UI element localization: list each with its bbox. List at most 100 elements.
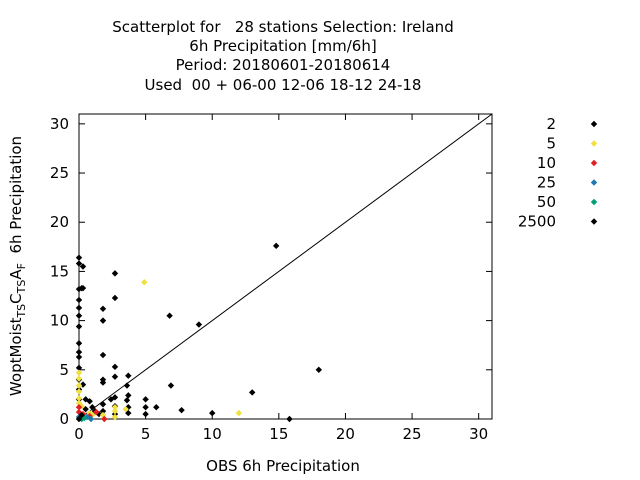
x-tick-label: 25 xyxy=(403,425,422,443)
y-axis-ticks: 0 5 10 15 20 25 30 xyxy=(50,115,492,428)
y-tick-label: 0 xyxy=(59,410,69,428)
y-label-part-2: TS xyxy=(15,304,28,319)
data-point-2 xyxy=(286,415,293,423)
title-line-1: Scatterplot for 28 stations Selection: I… xyxy=(112,18,453,36)
legend-marker-2500 xyxy=(590,218,598,225)
legend-marker-25 xyxy=(590,179,598,186)
data-point-2 xyxy=(75,364,83,372)
data-point-2 xyxy=(153,403,160,411)
data-point-5 xyxy=(75,382,83,389)
data-point-2 xyxy=(111,363,119,371)
data-point-2 xyxy=(75,348,83,356)
data-point-2 xyxy=(75,353,83,361)
data-point-2 xyxy=(75,260,83,267)
y-label-part-5: A xyxy=(7,269,25,280)
data-point-5 xyxy=(111,403,119,411)
data-point-2 xyxy=(272,242,280,250)
data-point-2500 xyxy=(75,415,83,423)
data-point-2 xyxy=(111,294,119,302)
data-point-10 xyxy=(93,408,100,416)
y-axis-label: WoptMoistTSCTSAF 6h Precipitation xyxy=(7,136,28,396)
data-point-5 xyxy=(75,369,83,376)
data-point-2 xyxy=(99,305,107,313)
data-point-5 xyxy=(141,279,148,286)
legend-marker-2 xyxy=(590,120,598,128)
y-label-part-6: F xyxy=(15,263,28,269)
x-tick-label: 0 xyxy=(74,425,84,443)
x-tick-label: 5 xyxy=(141,425,151,443)
legend-label-5: 5 xyxy=(546,135,556,153)
data-point-2 xyxy=(99,317,107,324)
legend-label-25: 25 xyxy=(537,174,556,192)
legend-marker-10 xyxy=(590,159,598,167)
data-point-2 xyxy=(79,284,87,292)
data-point-2 xyxy=(123,397,131,404)
data-point-2 xyxy=(75,296,83,304)
y-label-part-3: C xyxy=(7,293,25,303)
data-point-2 xyxy=(99,351,107,359)
title-line-3: Period: 20180601-20180614 xyxy=(176,56,391,74)
data-point-2 xyxy=(89,403,96,411)
y-label-part-7: 6h Precipitation xyxy=(7,136,25,263)
x-tick-label: 20 xyxy=(336,425,355,443)
data-point-5 xyxy=(111,413,119,421)
data-point-2 xyxy=(111,394,119,401)
data-point-10 xyxy=(75,403,83,411)
x-tick-label: 15 xyxy=(269,425,288,443)
legend-label-2500: 2500 xyxy=(518,213,556,231)
data-point-10 xyxy=(101,415,108,423)
title-line-2: 6h Precipitation [mm/6h] xyxy=(189,37,376,55)
diagonal-line xyxy=(78,113,493,420)
data-point-2 xyxy=(75,312,83,319)
x-axis-ticks: 0 5 10 15 20 25 30 xyxy=(74,114,488,443)
x-tick-label: 30 xyxy=(469,425,488,443)
y-tick-label: 15 xyxy=(50,262,69,280)
data-point-2 xyxy=(166,312,173,319)
legend-label-10: 10 xyxy=(537,154,556,172)
data-point-2 xyxy=(125,392,132,399)
y-tick-label: 30 xyxy=(50,115,69,133)
data-points xyxy=(75,242,323,423)
data-point-5 xyxy=(75,375,83,382)
data-point-2 xyxy=(79,263,87,270)
data-point-2 xyxy=(248,389,256,396)
data-point-5 xyxy=(111,407,119,415)
x-axis-label: OBS 6h Precipitation xyxy=(206,457,360,475)
data-point-2 xyxy=(125,372,132,379)
data-point-5 xyxy=(99,411,107,419)
data-point-2 xyxy=(142,410,149,418)
data-point-5 xyxy=(75,395,83,402)
data-point-2 xyxy=(75,254,83,261)
data-point-2 xyxy=(167,382,175,389)
data-point-2 xyxy=(99,407,107,415)
data-point-2 xyxy=(75,304,83,312)
data-point-2 xyxy=(111,373,119,380)
data-point-2500 xyxy=(78,411,85,419)
data-point-2 xyxy=(125,409,132,417)
data-point-2 xyxy=(75,340,83,347)
data-point-2 xyxy=(99,379,107,386)
data-point-2 xyxy=(86,398,93,405)
title-line-4: Used 00 + 06-00 12-06 18-12 24-18 xyxy=(145,76,422,94)
y-tick-label: 20 xyxy=(50,213,69,231)
data-point-2 xyxy=(99,401,107,408)
data-point-2 xyxy=(178,406,185,414)
data-point-2 xyxy=(111,270,119,277)
y-tick-label: 10 xyxy=(50,312,69,330)
y-label-part-4: TS xyxy=(15,280,28,295)
y-tick-label: 5 xyxy=(59,361,69,379)
data-point-5 xyxy=(122,405,129,413)
data-point-25 xyxy=(87,415,95,423)
data-point-2 xyxy=(142,403,149,411)
legend-label-2: 2 xyxy=(546,115,556,133)
legend-marker-50 xyxy=(590,198,598,206)
legend-label-50: 50 xyxy=(537,193,556,211)
data-point-5 xyxy=(235,409,243,417)
data-point-2 xyxy=(142,396,149,403)
x-tick-label: 10 xyxy=(203,425,222,443)
data-point-2 xyxy=(82,405,89,413)
data-point-2 xyxy=(107,396,115,403)
data-point-2 xyxy=(315,366,323,374)
data-point-2 xyxy=(195,321,203,328)
